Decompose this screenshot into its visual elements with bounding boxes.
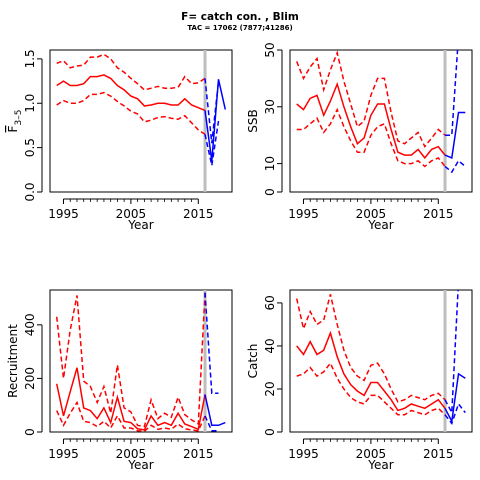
- y-tick-label: 30: [263, 99, 277, 114]
- x-tick-label: 1995: [288, 207, 319, 221]
- historic-median-line: [55, 367, 206, 431]
- projection-upper-line: [444, 290, 459, 416]
- x-tick-label: 2005: [356, 447, 387, 461]
- plot-frame: [289, 49, 473, 193]
- x-tick-label: 2005: [116, 447, 147, 461]
- series-group: [56, 53, 227, 166]
- x-axis-label: Year: [367, 458, 393, 472]
- y-tick-label: 0: [263, 428, 277, 436]
- projection-lower-line: [444, 402, 466, 425]
- plot-frame: [49, 289, 233, 433]
- y-tick-label: 0: [23, 428, 37, 436]
- figure-title: F= catch con. , Blim: [181, 11, 299, 23]
- projection-lower-line: [204, 415, 219, 432]
- x-tick-label: 2015: [183, 207, 214, 221]
- y-axis-label: SSB: [246, 109, 260, 132]
- historic-lower-line: [56, 400, 206, 432]
- projection-lower-line: [204, 120, 220, 166]
- y-axis-label: F3–5: [6, 110, 24, 133]
- projection-median-line: [204, 79, 227, 162]
- y-tick-label: 200: [23, 367, 37, 390]
- plot-frame: [49, 49, 233, 193]
- y-tick-label: 0.0: [23, 182, 37, 201]
- y-tick-label: 0.5: [23, 138, 37, 157]
- x-tick-label: 2005: [116, 207, 147, 221]
- projection-upper-line: [204, 292, 219, 394]
- projection-lower-line: [444, 159, 466, 174]
- chart-panel-2: 1995 2005 2015 Year 0 10 30 50 SSB: [246, 42, 473, 232]
- x-axis-label: Year: [367, 218, 393, 232]
- y-tick-label: 1.0: [23, 94, 37, 113]
- projection-median-line: [444, 111, 466, 159]
- historic-median-line: [296, 81, 446, 160]
- x-tick-label: 1995: [48, 207, 79, 221]
- x-tick-label: 2015: [423, 207, 454, 221]
- series-group: [295, 290, 466, 425]
- x-axis-label: Year: [127, 458, 153, 472]
- historic-lower-line: [296, 361, 446, 416]
- y-tick-label: 1.5: [23, 49, 37, 68]
- y-tick-label: 40: [263, 338, 277, 353]
- x-tick-label: 1995: [48, 447, 79, 461]
- plot-frame: [289, 289, 473, 433]
- series-group: [296, 50, 466, 174]
- historic-lower-line: [296, 107, 446, 168]
- y-tick-label: 60: [263, 295, 277, 310]
- projection-upper-line: [445, 50, 459, 136]
- chart-panel-4: 1995 2005 2015 Year 0 20 40 60 Catch: [246, 289, 473, 472]
- historic-upper-line: [55, 292, 206, 428]
- x-tick-label: 2005: [356, 207, 387, 221]
- x-tick-label: 2015: [183, 447, 214, 461]
- historic-upper-line: [295, 294, 446, 403]
- x-axis-label: Year: [127, 218, 153, 232]
- historic-upper-line: [296, 50, 446, 149]
- y-axis-label: Catch: [246, 344, 260, 379]
- y-tick-label: 400: [23, 313, 37, 336]
- y-tick-label: 20: [263, 381, 277, 396]
- y-tick-label: 0: [263, 188, 277, 196]
- y-axis-label: Recruitment: [6, 324, 20, 398]
- historic-median-line: [296, 330, 446, 412]
- series-group: [55, 292, 226, 432]
- y-tick-label: 50: [263, 42, 277, 57]
- projection-median-line: [204, 394, 226, 427]
- historic-upper-line: [56, 53, 206, 91]
- chart-panel-1: 1995 2005 2015 Year 0.0 0.5 1.0 1.5 F3–5: [6, 49, 233, 232]
- historic-lower-line: [56, 91, 206, 135]
- historic-median-line: [56, 74, 206, 112]
- y-tick-label: 10: [263, 156, 277, 171]
- figure-subtitle: TAC = 17062 (7877;41286): [187, 24, 293, 32]
- projection-median-line: [444, 372, 466, 424]
- x-tick-label: 1995: [288, 447, 319, 461]
- x-tick-label: 2015: [423, 447, 454, 461]
